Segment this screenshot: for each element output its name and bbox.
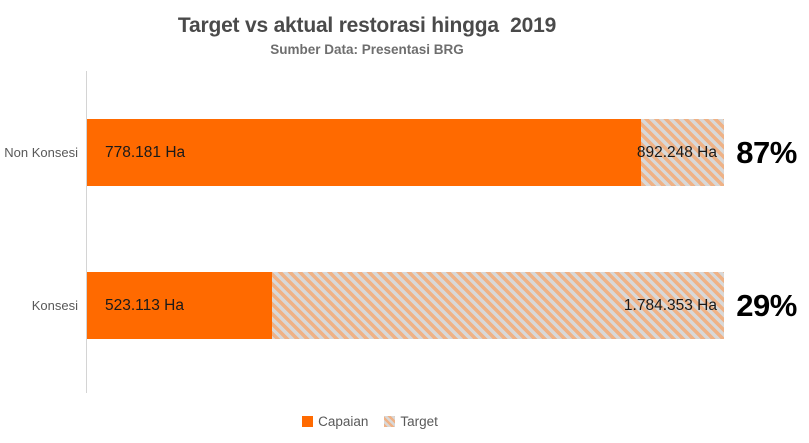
target-value-label: 892.248 Ha (636, 143, 717, 161)
target-bar: 523.113 Ha 1.784.353 Ha (87, 272, 724, 339)
percent-label: 87% (736, 134, 797, 170)
capaian-value-label: 778.181 Ha (105, 143, 186, 161)
target-bar: 778.181 Ha 892.248 Ha (87, 119, 724, 186)
category-label: Konsesi (31, 298, 78, 313)
bar-row-konsesi: Konsesi 523.113 Ha 1.784.353 Ha 29% (0, 272, 809, 339)
target-swatch-icon (384, 415, 396, 427)
y-axis-line (86, 71, 87, 393)
capaian-value-label: 523.113 Ha (105, 296, 184, 314)
legend-item-target: Target (384, 414, 438, 429)
chart-header: Target vs aktual restorasi hingga 2019 S… (0, 14, 734, 57)
chart-title: Target vs aktual restorasi hingga 2019 (177, 14, 557, 37)
capaian-swatch-icon (302, 415, 314, 427)
percent-label: 29% (736, 287, 797, 323)
legend: Capaian Target (0, 409, 740, 433)
category-label: Non Konsesi (4, 145, 78, 160)
legend-label: Capaian (318, 413, 369, 429)
bar-row-non-konsesi: Non Konsesi 778.181 Ha 892.248 Ha 87% (0, 119, 809, 186)
legend-label: Target (400, 413, 438, 429)
capaian-bar (87, 272, 272, 339)
capaian-bar (87, 119, 642, 186)
target-value-label: 1.784.353 Ha (623, 296, 717, 314)
legend-item-capaian: Capaian (302, 414, 368, 429)
chart-subtitle: Sumber Data: Presentasi BRG (270, 42, 464, 57)
